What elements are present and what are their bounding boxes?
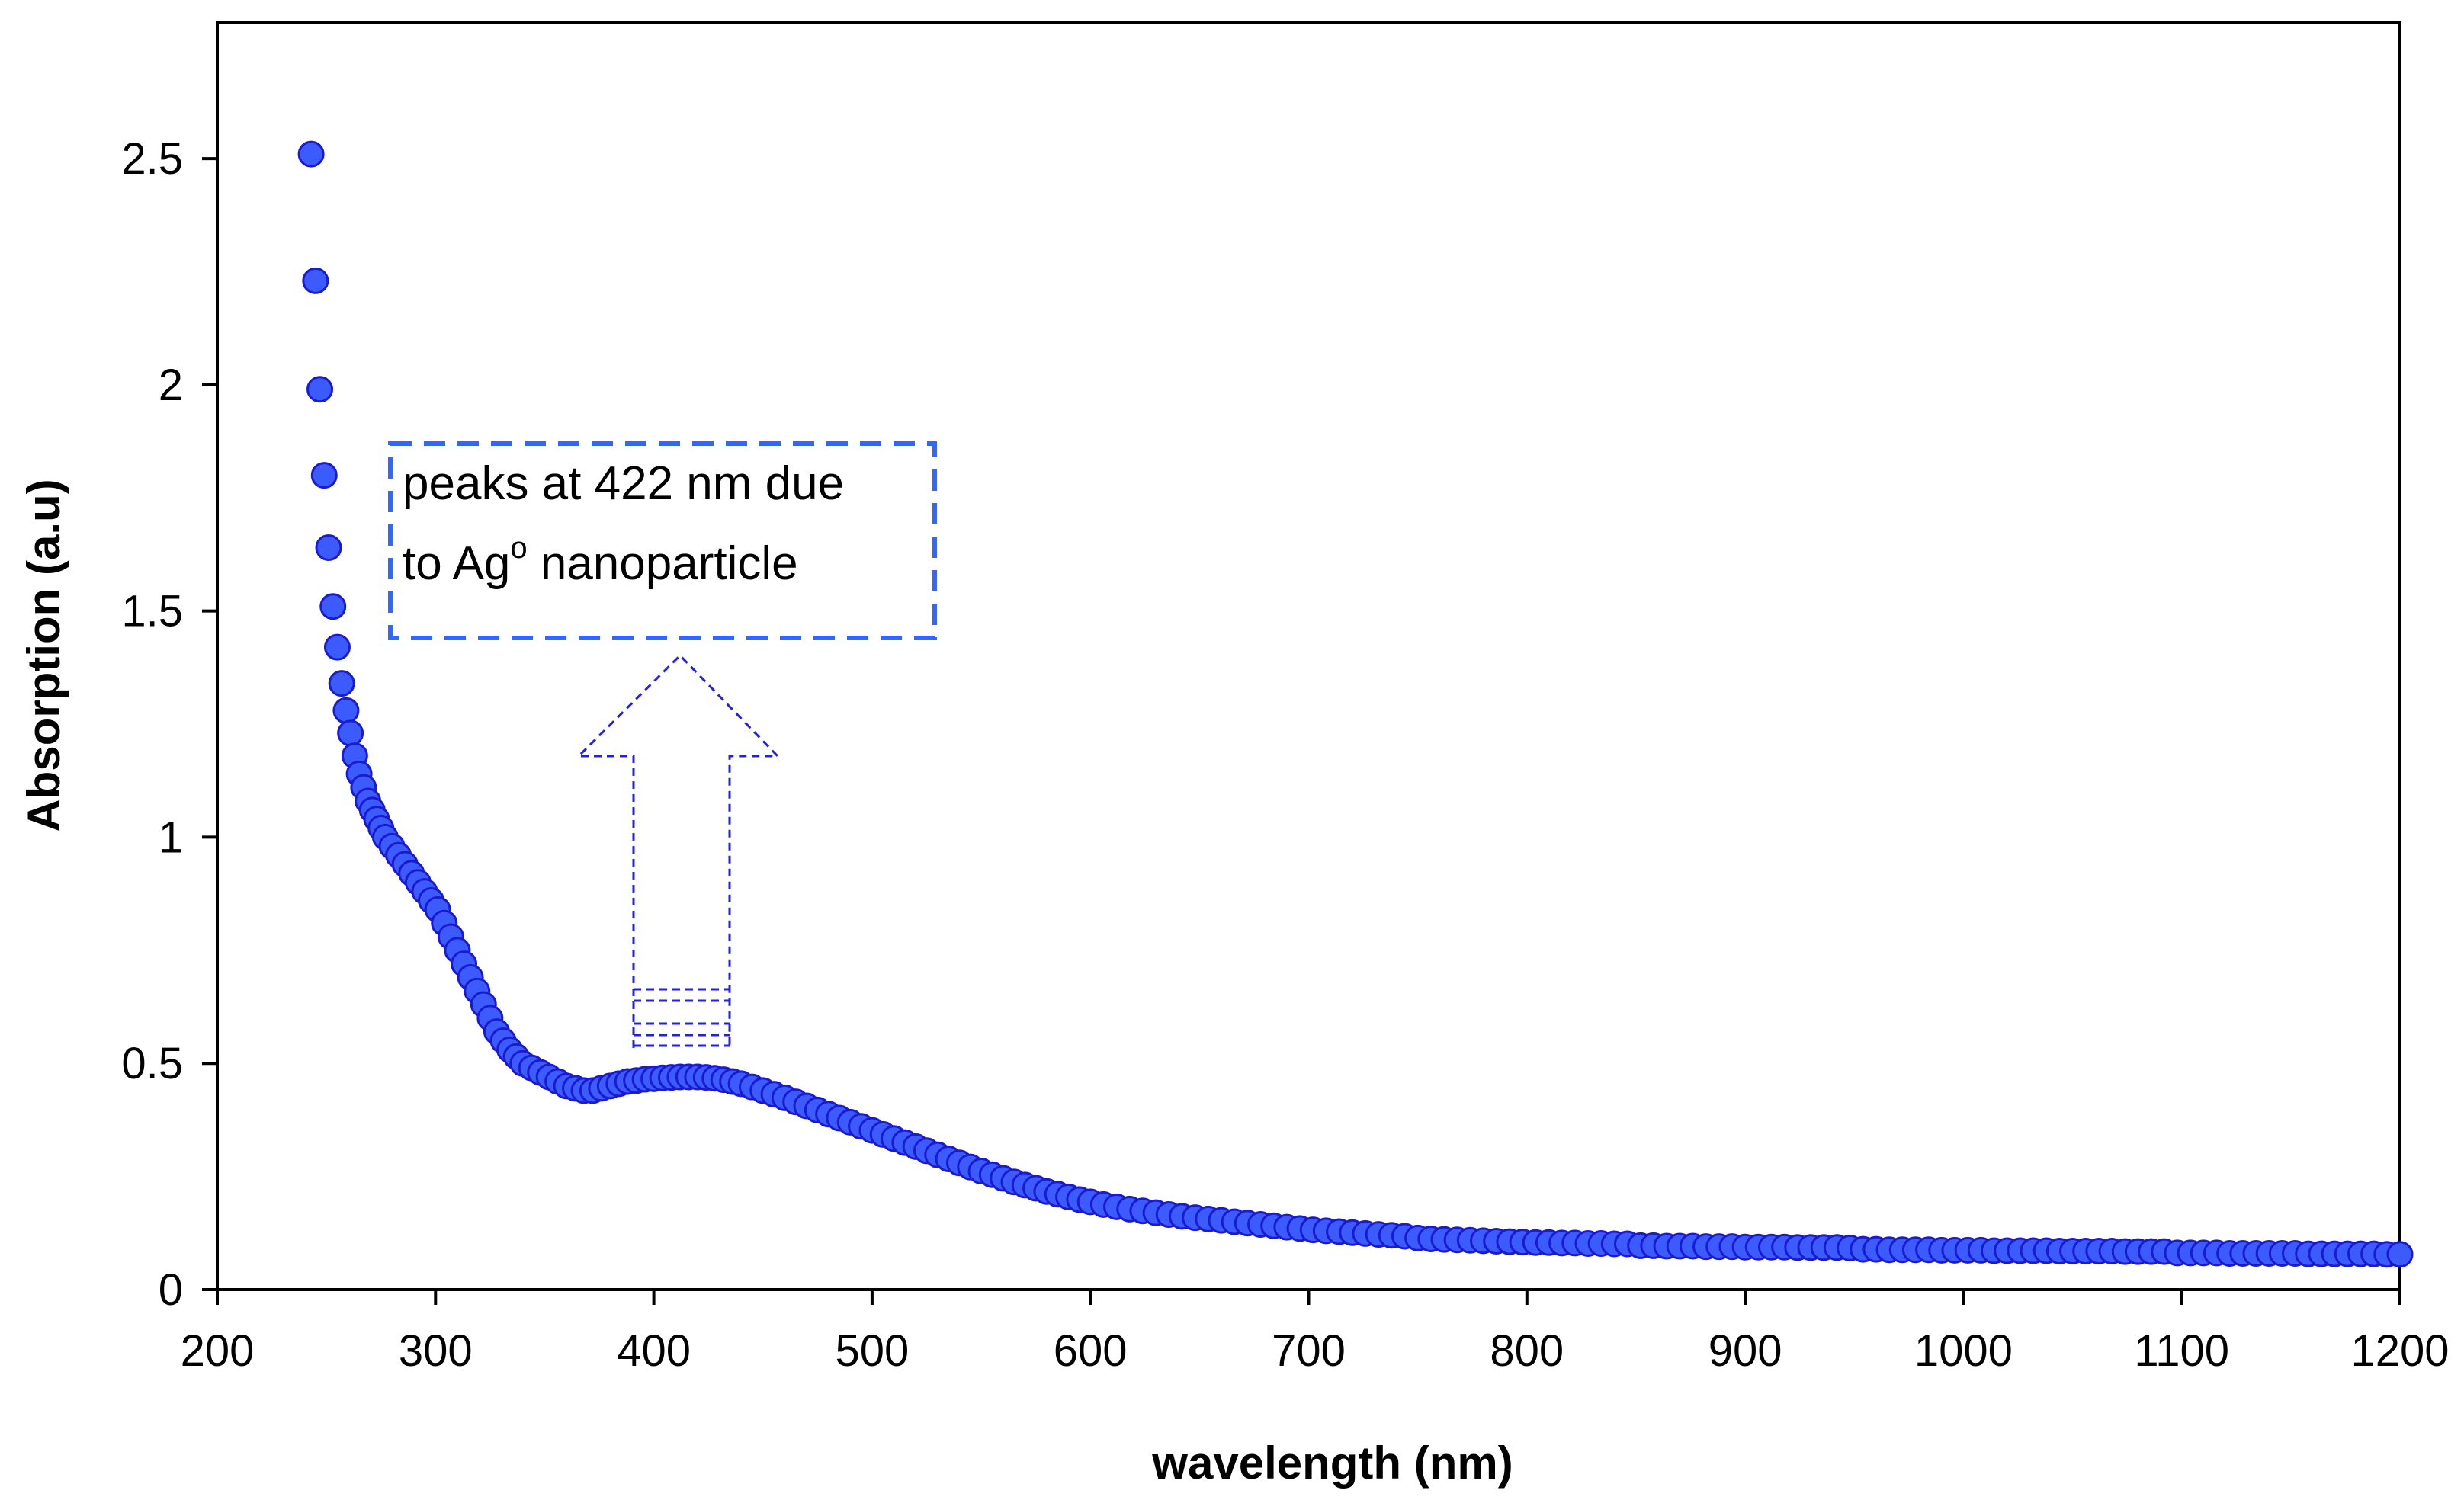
arrow-outline <box>576 653 781 1048</box>
y-axis-title: Absorption (a.u) <box>18 479 69 832</box>
data-point <box>2386 1241 2414 1268</box>
data-point <box>337 719 364 747</box>
annotation: peaks at 422 nm due to Ago nanoparticle <box>388 441 937 1048</box>
data-point <box>328 670 355 697</box>
x-tick-label: 400 <box>617 1326 691 1376</box>
data-point <box>310 462 338 489</box>
x-tick-label: 700 <box>1272 1326 1346 1376</box>
x-tick-label: 300 <box>399 1326 473 1376</box>
data-point <box>306 376 334 403</box>
data-point <box>323 633 351 661</box>
y-tick-label: 2 <box>159 361 183 410</box>
y-tick-label: 2.5 <box>121 134 183 184</box>
x-tick-label: 500 <box>836 1326 910 1376</box>
data-points <box>297 140 2414 1268</box>
x-tick-label: 900 <box>1708 1326 1782 1376</box>
data-point <box>302 267 329 294</box>
annotation-arrow <box>576 653 781 1048</box>
x-tick-label: 600 <box>1054 1326 1128 1376</box>
y-tick-label: 1 <box>159 812 183 862</box>
annotation-superscript: o <box>510 531 527 565</box>
annotation-line-1: peaks at 422 nm due <box>403 457 844 510</box>
x-tick-label: 800 <box>1490 1326 1564 1376</box>
x-axis-title: wavelength (nm) <box>1151 1437 1513 1489</box>
y-axis: 0 0.5 1 1.5 2 2.5 <box>121 134 217 1315</box>
annotation-box <box>388 441 937 640</box>
x-tick-label: 200 <box>181 1326 255 1376</box>
y-tick-label: 1.5 <box>121 587 183 636</box>
x-tick-label: 1200 <box>2350 1326 2449 1376</box>
x-axis: 200 300 400 500 600 700 800 900 1000 1100 1200 <box>181 1290 2450 1376</box>
plot-frame <box>216 21 2401 1291</box>
annotation-line-2-suffix: nanoparticle <box>528 537 798 590</box>
data-point <box>297 140 325 168</box>
data-point <box>332 697 360 724</box>
y-tick-label: 0 <box>159 1265 183 1315</box>
annotation-line-2: to Ago nanoparticle <box>403 531 798 590</box>
x-tick-label: 1000 <box>1914 1326 2013 1376</box>
data-point <box>319 593 347 620</box>
annotation-line-2-prefix: to Ag <box>403 537 510 590</box>
x-tick-label: 1100 <box>2134 1326 2229 1376</box>
y-tick-label: 0.5 <box>121 1039 183 1088</box>
data-point <box>315 534 342 562</box>
